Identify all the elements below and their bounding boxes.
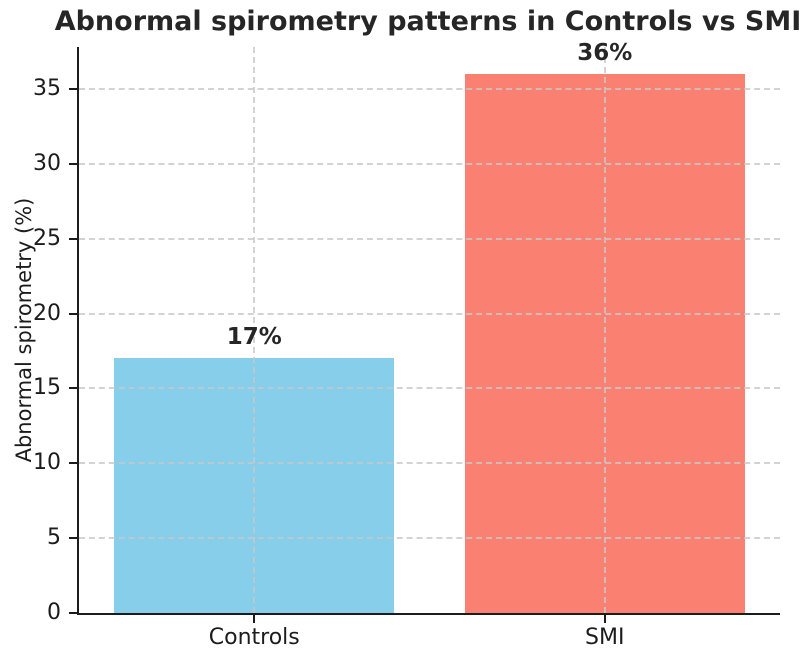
gridline-h-25 bbox=[79, 237, 780, 240]
y-tick-mark-30 bbox=[69, 162, 77, 165]
y-tick-mark-35 bbox=[69, 87, 77, 90]
gridline-v-smi bbox=[603, 47, 606, 613]
plot-area: 0 5 10 15 20 25 30 35 Controls SMI 17% 36% bbox=[33, 40, 780, 650]
y-tick-label: 15 bbox=[33, 375, 61, 401]
y-tick-mark-15 bbox=[69, 387, 77, 390]
chart-title: Abnormal spirometry patterns in Controls… bbox=[54, 6, 800, 37]
y-tick-label: 10 bbox=[33, 450, 61, 476]
y-tick-label: 30 bbox=[33, 150, 61, 176]
gridline-h-5 bbox=[79, 537, 780, 540]
gridline-h-35 bbox=[79, 87, 780, 90]
y-tick-mark-10 bbox=[69, 462, 77, 465]
gridline-h-30 bbox=[79, 162, 780, 165]
x-tick-mark-controls bbox=[253, 615, 256, 623]
y-tick-mark-25 bbox=[69, 237, 77, 240]
gridline-h-20 bbox=[79, 312, 780, 315]
y-tick-mark-20 bbox=[69, 312, 77, 315]
x-tick-mark-smi bbox=[603, 615, 606, 623]
x-tick-label-smi: SMI bbox=[585, 625, 625, 650]
y-tick-label: 20 bbox=[33, 300, 61, 326]
value-label-smi: 36% bbox=[577, 39, 633, 66]
y-tick-label: 0 bbox=[47, 600, 61, 625]
y-tick-label: 35 bbox=[33, 75, 61, 101]
gridline-h-10 bbox=[79, 462, 780, 465]
gridline-h-15 bbox=[79, 387, 780, 390]
y-tick-label: 5 bbox=[47, 525, 61, 551]
value-label-controls: 17% bbox=[226, 324, 282, 351]
y-tick-mark-5 bbox=[69, 537, 77, 540]
y-tick-mark-0 bbox=[69, 612, 77, 614]
x-tick-label-controls: Controls bbox=[208, 625, 300, 650]
gridline-v-controls bbox=[253, 47, 256, 613]
y-tick-label: 25 bbox=[33, 225, 61, 251]
